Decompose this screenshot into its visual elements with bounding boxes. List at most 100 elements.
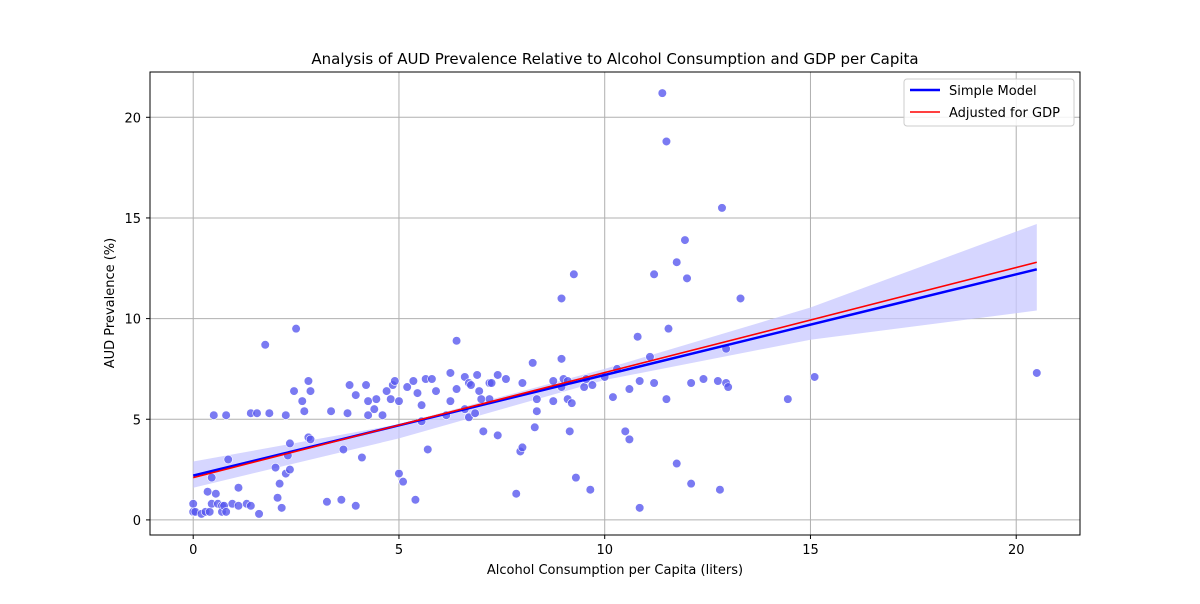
data-point bbox=[548, 376, 558, 386]
data-point bbox=[233, 501, 244, 511]
x-tick-label: 5 bbox=[395, 543, 403, 558]
data-point bbox=[416, 400, 427, 410]
data-point bbox=[209, 410, 219, 420]
x-tick-label: 20 bbox=[1008, 543, 1025, 558]
data-point bbox=[657, 88, 667, 98]
data-point bbox=[532, 406, 542, 416]
data-point bbox=[493, 370, 503, 380]
data-point bbox=[305, 386, 316, 396]
x-tick-label: 15 bbox=[802, 543, 819, 558]
data-point bbox=[390, 376, 400, 386]
data-point bbox=[398, 477, 408, 487]
data-point bbox=[281, 410, 291, 420]
data-point bbox=[221, 507, 231, 517]
data-point bbox=[285, 438, 295, 449]
data-point bbox=[408, 376, 418, 386]
data-point bbox=[203, 487, 213, 497]
data-point bbox=[517, 442, 528, 453]
x-axis-label: Alcohol Consumption per Capita (liters) bbox=[487, 563, 743, 578]
data-point bbox=[270, 462, 281, 473]
data-point bbox=[587, 380, 597, 390]
data-point bbox=[252, 408, 262, 418]
data-point bbox=[715, 485, 725, 495]
data-point bbox=[717, 203, 727, 213]
data-point bbox=[351, 501, 361, 511]
data-point bbox=[361, 380, 371, 390]
y-tick-label: 0 bbox=[133, 514, 141, 529]
data-point bbox=[377, 410, 388, 420]
data-point bbox=[322, 497, 332, 507]
data-point bbox=[474, 386, 484, 396]
x-tick-label: 10 bbox=[596, 543, 613, 558]
data-point bbox=[470, 408, 480, 418]
data-point bbox=[548, 396, 558, 406]
y-axis-label: AUD Prevalence (%) bbox=[103, 238, 118, 369]
data-point bbox=[661, 136, 672, 147]
data-point bbox=[1032, 368, 1042, 378]
data-point bbox=[285, 464, 295, 475]
data-point bbox=[472, 370, 482, 380]
data-point bbox=[246, 501, 256, 511]
x-tick-label: 0 bbox=[189, 543, 197, 558]
data-point bbox=[635, 503, 645, 513]
data-point bbox=[486, 378, 497, 388]
data-point bbox=[363, 410, 373, 420]
data-point bbox=[530, 422, 540, 432]
data-point bbox=[567, 398, 577, 408]
data-point bbox=[264, 408, 274, 418]
data-point bbox=[423, 444, 433, 455]
data-point bbox=[649, 378, 659, 388]
data-point bbox=[188, 499, 198, 509]
confidence-band bbox=[193, 223, 1037, 488]
data-points bbox=[188, 88, 1042, 519]
legend-adjusted-label: Adjusted for GDP bbox=[949, 106, 1060, 121]
data-point bbox=[633, 332, 643, 342]
data-point bbox=[357, 452, 367, 463]
data-point bbox=[476, 394, 486, 404]
data-point bbox=[275, 479, 285, 489]
data-point bbox=[680, 235, 690, 245]
data-point bbox=[569, 269, 579, 279]
data-point bbox=[211, 489, 221, 499]
adjusted-for-gdp-line bbox=[193, 261, 1037, 479]
data-point bbox=[624, 434, 635, 444]
data-point bbox=[351, 390, 361, 400]
data-point bbox=[260, 340, 270, 350]
y-tick-label: 5 bbox=[133, 413, 141, 428]
legend: Simple Model Adjusted for GDP bbox=[903, 78, 1075, 127]
chart-title: Analysis of AUD Prevalence Relative to A… bbox=[311, 50, 918, 68]
data-point bbox=[386, 394, 396, 404]
data-point bbox=[735, 293, 746, 304]
data-point bbox=[363, 396, 373, 406]
data-point bbox=[672, 257, 682, 267]
data-point bbox=[205, 507, 215, 517]
data-point bbox=[412, 388, 423, 398]
data-point bbox=[723, 382, 733, 392]
data-point bbox=[410, 495, 421, 505]
data-point bbox=[511, 489, 521, 499]
data-point bbox=[451, 336, 462, 346]
data-point bbox=[661, 394, 672, 404]
axis-ticks: 0 5 10 15 20 0 5 10 15 20 bbox=[124, 111, 1024, 558]
data-point bbox=[382, 386, 392, 396]
data-point bbox=[277, 503, 287, 513]
data-point bbox=[402, 382, 412, 392]
data-point bbox=[528, 358, 538, 368]
data-point bbox=[445, 396, 455, 406]
data-point bbox=[478, 426, 488, 436]
data-point bbox=[326, 406, 336, 416]
data-point bbox=[556, 293, 567, 304]
data-point bbox=[672, 458, 682, 469]
data-point bbox=[579, 382, 589, 392]
data-point bbox=[565, 426, 575, 436]
data-point bbox=[254, 509, 264, 519]
data-point bbox=[291, 324, 301, 334]
y-tick-label: 10 bbox=[124, 313, 141, 328]
data-point bbox=[207, 473, 217, 483]
data-point bbox=[338, 444, 349, 455]
data-point bbox=[585, 485, 595, 495]
data-point bbox=[272, 493, 283, 503]
data-point bbox=[501, 374, 511, 384]
